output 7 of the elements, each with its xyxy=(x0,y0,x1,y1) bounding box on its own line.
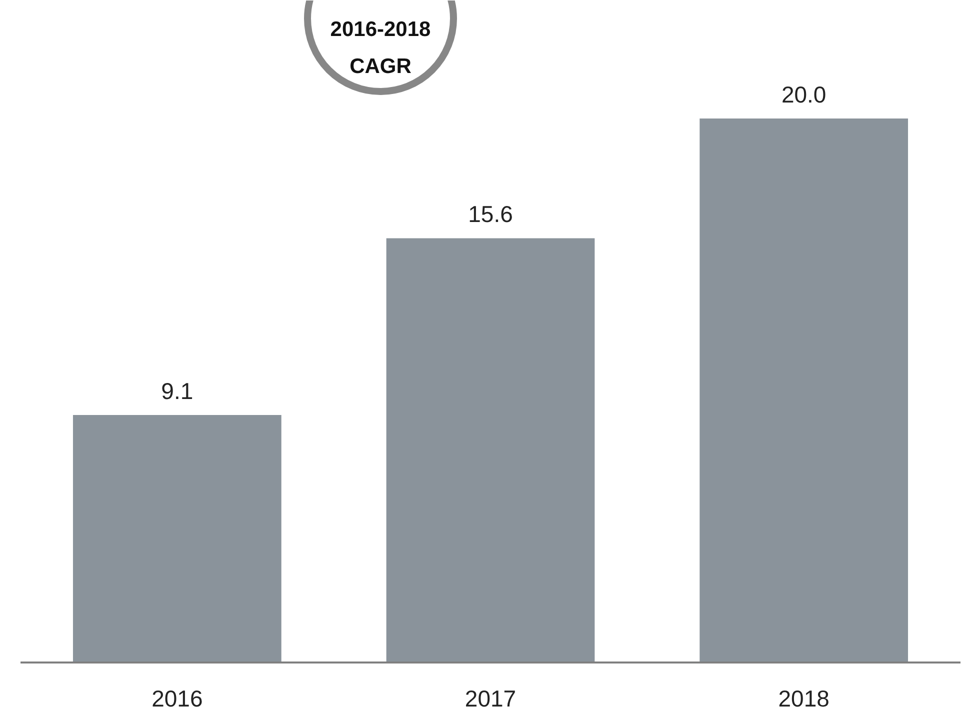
data-label: 9.1 xyxy=(161,378,194,404)
data-label: 20.0 xyxy=(781,82,826,108)
x-tick-label: 2018 xyxy=(778,686,830,712)
x-tick-label: 2017 xyxy=(464,686,516,712)
x-tick-label: 2016 xyxy=(152,686,203,712)
data-label: 15.6 xyxy=(468,201,513,228)
text: 2016-2018 CAGR xyxy=(330,18,432,78)
